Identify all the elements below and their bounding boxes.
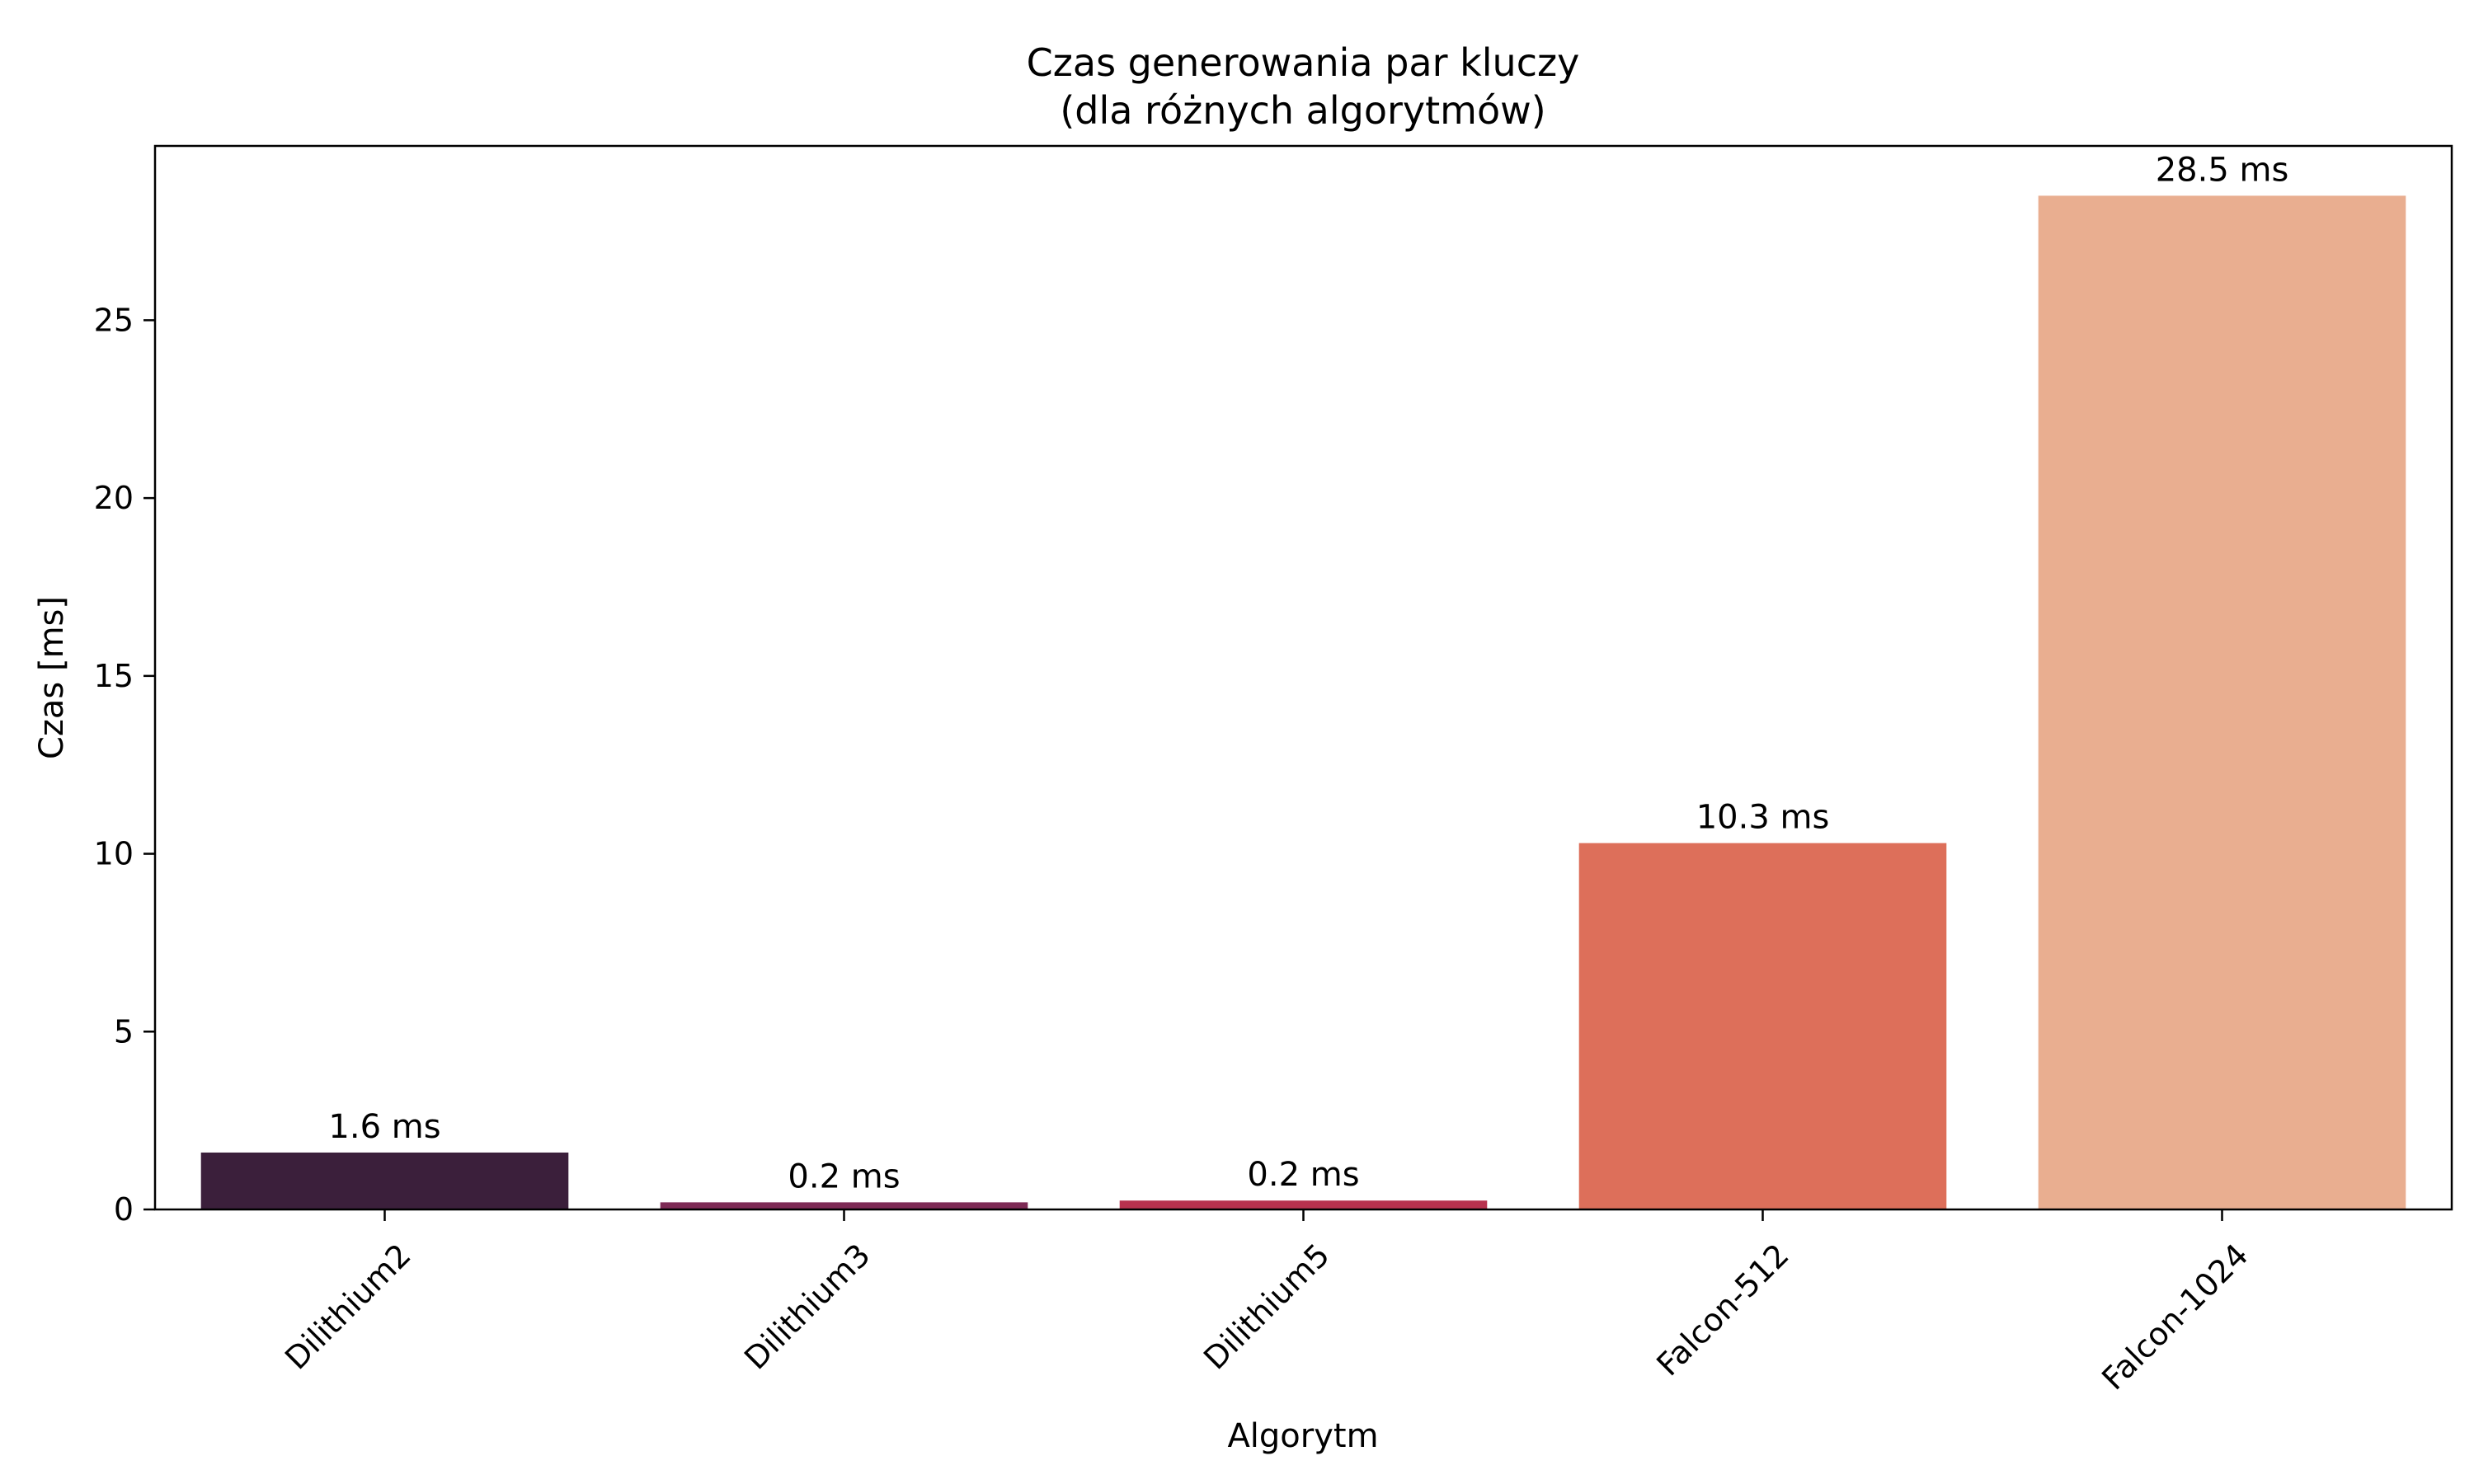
y-tick-label-0: 0 bbox=[114, 1191, 134, 1228]
y-axis: 0 5 10 15 20 25 bbox=[94, 302, 155, 1228]
bar-dilithium2 bbox=[200, 1152, 569, 1209]
x-tick-label-falcon-1024: Falcon-1024 bbox=[2095, 1237, 2255, 1397]
bar-value-label-falcon-512: 10.3 ms bbox=[1696, 799, 1830, 837]
bar-dilithium3 bbox=[660, 1202, 1028, 1209]
x-tick-label-falcon-512: Falcon-512 bbox=[1649, 1237, 1795, 1383]
bar-value-label-falcon-1024: 28.5 ms bbox=[2156, 151, 2289, 189]
x-tick-label-dilithium5: Dilithium5 bbox=[1197, 1237, 1337, 1377]
bar-dilithium5 bbox=[1119, 1200, 1488, 1209]
bar-falcon-1024 bbox=[2038, 195, 2406, 1209]
y-tick-label-10: 10 bbox=[94, 836, 134, 872]
y-tick-label-15: 15 bbox=[94, 658, 134, 694]
bar-value-label-dilithium5: 0.2 ms bbox=[1247, 1156, 1359, 1194]
y-tick-label-25: 25 bbox=[94, 302, 134, 338]
plot-frame bbox=[153, 144, 2453, 1211]
x-axis: Dilithium2 Dilithium3 Dilithium5 Falcon-512… bbox=[278, 1209, 2255, 1397]
y-tick-label-20: 20 bbox=[94, 480, 134, 516]
y-tick-label-5: 5 bbox=[114, 1013, 134, 1050]
chart-title: Czas generowania par kluczy bbox=[1027, 40, 1580, 85]
bar-value-label-dilithium3: 0.2 ms bbox=[788, 1158, 900, 1195]
bar-falcon-512 bbox=[1578, 843, 1947, 1209]
x-tick-label-dilithium2: Dilithium2 bbox=[278, 1237, 418, 1377]
bar-value-label-dilithium2: 1.6 ms bbox=[328, 1108, 440, 1146]
chart-subtitle: (dla różnych algorytmów) bbox=[1060, 88, 1545, 133]
y-axis-label: Czas [ms] bbox=[33, 596, 71, 759]
bar-labels-group: 1.6 ms 0.2 ms 0.2 ms 10.3 ms 28.5 ms bbox=[328, 151, 2288, 1195]
bars-group bbox=[200, 195, 2406, 1209]
x-tick-label-dilithium3: Dilithium3 bbox=[737, 1237, 877, 1377]
x-axis-label: Algorytm bbox=[1227, 1417, 1378, 1455]
